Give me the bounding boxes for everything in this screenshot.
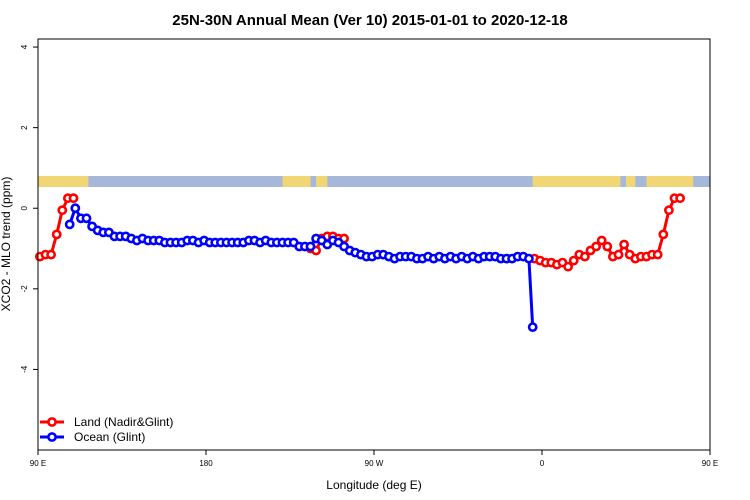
data-point	[613, 249, 624, 260]
y-axis: 4 2 0 -2 -4	[20, 44, 38, 373]
x-tick-label: 90 E	[702, 459, 718, 468]
x-tick-label: 90 W	[365, 459, 384, 468]
data-point	[68, 193, 79, 204]
data-point	[596, 235, 607, 246]
data-point	[591, 241, 601, 252]
land-band-segment	[316, 176, 328, 187]
y-axis-label: XCO2 - MLO trend (ppm)	[0, 177, 13, 312]
land-band-segment	[646, 176, 694, 187]
data-point	[580, 251, 590, 262]
y-tick-label: 4	[20, 44, 29, 49]
land-band-segment	[282, 176, 311, 187]
data-point	[602, 241, 613, 252]
legend-label: Land (Nadir&Glint)	[74, 415, 173, 429]
y-tick-label: -4	[20, 365, 29, 373]
data-point	[652, 249, 663, 260]
data-point	[664, 205, 674, 216]
land-ocean-mask-band	[38, 176, 710, 187]
data-point	[81, 213, 92, 224]
x-axis: 90 E 180 90 W 0 90 E	[30, 450, 718, 468]
data-point	[675, 193, 685, 204]
data-point	[524, 253, 534, 264]
data-point	[51, 229, 62, 240]
ocean-band	[38, 176, 710, 187]
data-point	[64, 219, 75, 230]
x-tick-label: 180	[199, 459, 213, 468]
data-point	[619, 239, 629, 250]
land-band-segment	[626, 176, 636, 187]
y-tick-label: 0	[20, 205, 29, 210]
data-point	[305, 241, 316, 252]
data-point	[46, 249, 56, 260]
series-layer	[35, 193, 685, 332]
land-band-segment	[38, 176, 89, 187]
y-tick-label: -2	[20, 285, 29, 293]
data-point	[527, 322, 538, 332]
x-axis-label: Longitude (deg E)	[326, 478, 421, 492]
x-tick-label: 0	[540, 459, 545, 468]
data-point	[658, 229, 669, 240]
x-tick-label: 90 E	[30, 459, 46, 468]
legend-label: Ocean (Glint)	[74, 430, 145, 444]
series-line	[68, 206, 535, 328]
legend-marker	[47, 432, 57, 442]
land-band-segment	[532, 176, 621, 187]
data-point	[70, 203, 81, 214]
series-land	[35, 193, 685, 272]
data-point	[57, 205, 68, 216]
series-ocean	[64, 203, 538, 332]
chart-title: 25N-30N Annual Mean (Ver 10) 2015-01-01 …	[172, 12, 567, 29]
legend-marker	[47, 417, 57, 427]
y-tick-label: 2	[20, 125, 29, 130]
legend: Land (Nadir&Glint)Ocean (Glint)	[40, 415, 173, 444]
data-point	[568, 255, 579, 266]
data-point	[563, 261, 573, 272]
